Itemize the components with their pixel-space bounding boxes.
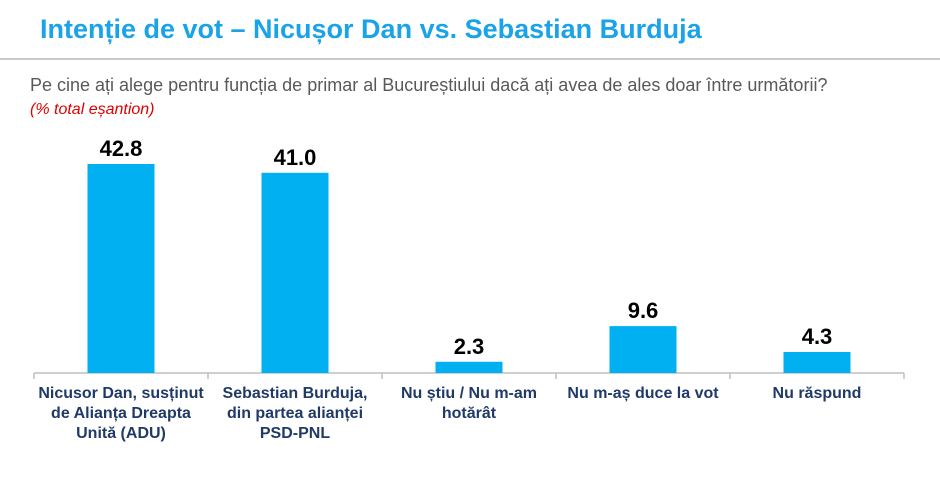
bar [87, 164, 155, 373]
survey-question: Pe cine ați alege pentru funcția de prim… [30, 75, 828, 95]
bar-value-label: 2.3 [454, 334, 485, 359]
bar-value-label: 4.3 [802, 324, 833, 349]
bar-value-label: 9.6 [628, 298, 659, 323]
bar-value-label: 42.8 [100, 136, 143, 161]
bar-value-label: 41.0 [274, 145, 317, 170]
category-label: Sebastian Burduja, din partea alianței P… [222, 385, 368, 442]
title-divider [0, 58, 940, 60]
category-label: Nicusor Dan, susținut de Alianța Dreapta… [38, 385, 204, 442]
category-label: Nu răspund [772, 385, 862, 402]
bar [261, 172, 329, 373]
bar [435, 361, 503, 373]
sample-note: (% total eșantion) [30, 101, 155, 118]
category-label: Nu m-aș duce la vot [567, 385, 719, 402]
bar [609, 326, 677, 373]
bar [783, 352, 851, 373]
category-label: Nu știu / Nu m-am hotărât [400, 385, 537, 422]
page-title: Intenție de vot – Nicușor Dan vs. Sebast… [40, 14, 702, 44]
